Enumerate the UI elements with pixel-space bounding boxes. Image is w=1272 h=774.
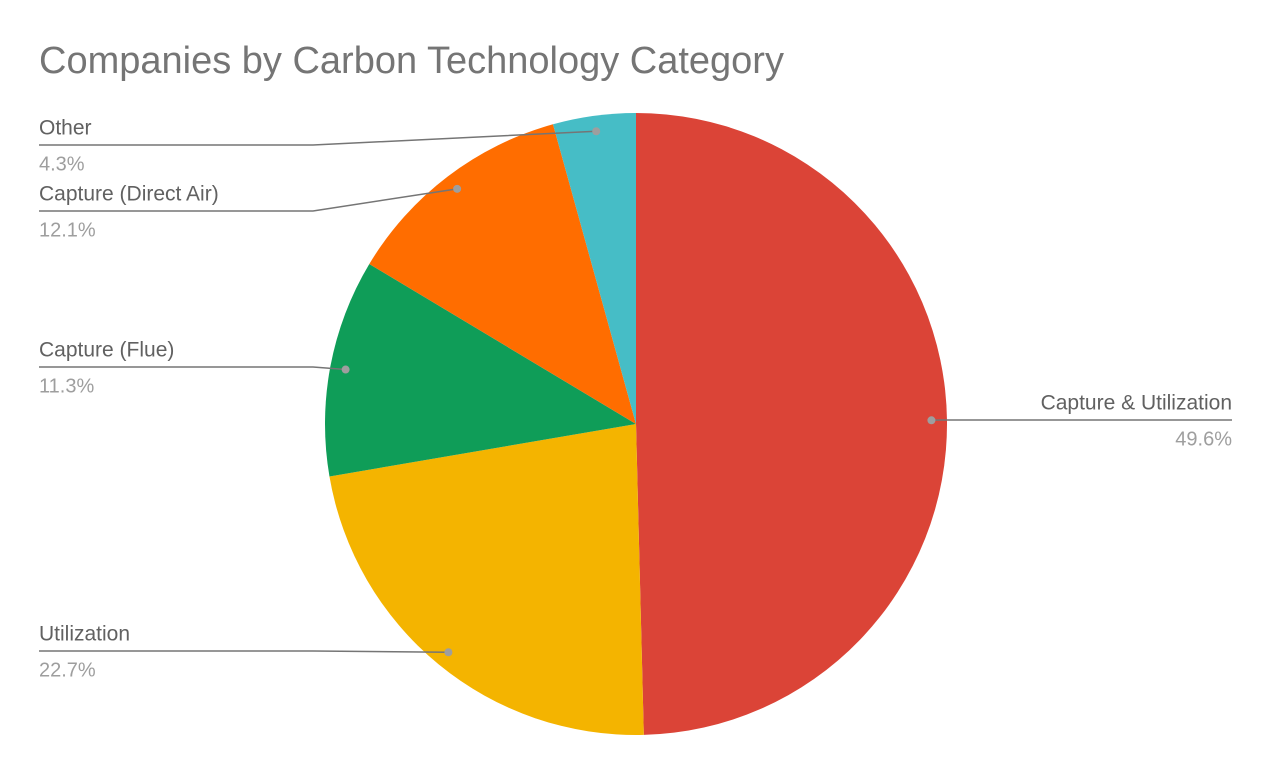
slice-label: Capture (Flue) [39, 339, 174, 362]
slice-label: Capture (Direct Air) [39, 183, 219, 206]
leader-dot [927, 416, 936, 425]
pie-slice [552, 113, 636, 424]
leader-line [39, 130, 597, 146]
slice-value: 11.3% [39, 375, 94, 397]
slice-label: Capture & Utilization [1041, 392, 1232, 415]
pie-slice [329, 424, 644, 735]
leader-line [39, 188, 458, 212]
leader-dot [453, 184, 462, 193]
slice-value: 49.6% [1175, 428, 1232, 450]
slice-value: 4.3% [39, 153, 85, 175]
pie-slice [636, 113, 947, 735]
slice-label: Other [39, 117, 92, 140]
leader-dot [444, 648, 453, 657]
slice-label: Utilization [39, 623, 130, 646]
leader-line [39, 650, 449, 653]
leader-dot [592, 127, 601, 136]
slice-value: 12.1% [39, 219, 96, 241]
pie-slice [369, 124, 636, 425]
pie-slice [325, 264, 636, 477]
chart-title: Companies by Carbon Technology Category [39, 40, 784, 82]
slice-value: 22.7% [39, 659, 96, 681]
leader-line [39, 366, 346, 371]
leader-dot [341, 365, 350, 374]
